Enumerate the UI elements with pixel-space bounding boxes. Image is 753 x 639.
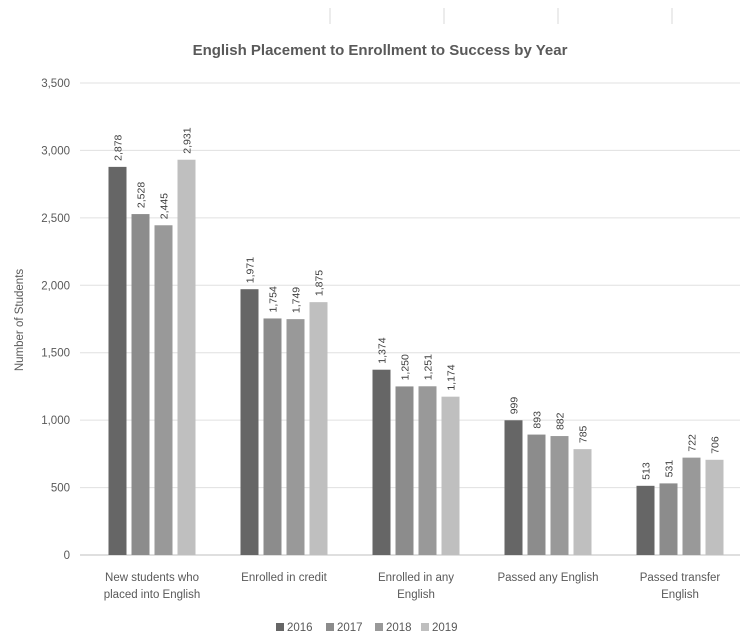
y-tick-label: 500 bbox=[51, 483, 70, 495]
data-label: 2,528 bbox=[136, 182, 148, 208]
data-label: 2,878 bbox=[113, 134, 125, 160]
bar bbox=[636, 485, 655, 555]
data-label: 1,754 bbox=[268, 286, 280, 312]
legend-swatch bbox=[276, 623, 284, 631]
data-label: 1,749 bbox=[291, 287, 303, 313]
top-decoration bbox=[329, 8, 673, 24]
legend-label: 2019 bbox=[432, 622, 458, 634]
data-label: 2,445 bbox=[159, 193, 171, 219]
category-label: placed into English bbox=[104, 589, 201, 601]
legend-swatch bbox=[375, 623, 383, 631]
data-label: 1,374 bbox=[377, 337, 389, 363]
legend-label: 2017 bbox=[337, 622, 363, 634]
legend-swatch bbox=[326, 623, 334, 631]
bar bbox=[550, 436, 569, 555]
category-label: Enrolled in credit bbox=[241, 572, 327, 584]
bar bbox=[705, 459, 724, 555]
category-label: New students who bbox=[105, 572, 199, 584]
data-labels: 2,878 2,528 2,445 2,931 1,971 1,754 1,749 1,875… bbox=[113, 127, 722, 480]
y-axis-title: Number of Students bbox=[14, 269, 26, 372]
category-label: Passed any English bbox=[497, 572, 598, 584]
bar bbox=[372, 369, 391, 555]
data-label: 1,251 bbox=[423, 354, 435, 380]
data-label: 706 bbox=[710, 436, 722, 454]
category-label: English bbox=[397, 589, 435, 601]
y-tick-label: 2,500 bbox=[41, 213, 70, 225]
data-label: 1,174 bbox=[446, 364, 458, 390]
data-label: 785 bbox=[578, 425, 590, 443]
x-axis-categories: New students who placed into English Enrol… bbox=[104, 572, 721, 601]
bar bbox=[177, 159, 196, 556]
legend: 2016 2017 2018 2019 bbox=[276, 622, 458, 634]
data-label: 531 bbox=[664, 460, 676, 478]
legend-swatch bbox=[421, 623, 429, 631]
data-label: 999 bbox=[509, 397, 521, 415]
category-label: Passed transfer bbox=[640, 572, 721, 584]
bar bbox=[240, 289, 259, 555]
category-label: English bbox=[661, 589, 699, 601]
bar bbox=[108, 166, 127, 555]
data-label: 1,971 bbox=[245, 257, 257, 283]
bar bbox=[131, 214, 150, 555]
data-label: 1,250 bbox=[400, 354, 412, 380]
y-axis-ticks: 0 500 1,000 1,500 2,000 2,500 3,000 3,500 bbox=[41, 78, 70, 562]
chart-title: English Placement to Enrollment to Succe… bbox=[193, 42, 568, 59]
data-label: 2,931 bbox=[182, 127, 194, 153]
bar bbox=[154, 225, 173, 555]
data-label: 882 bbox=[555, 412, 567, 430]
y-tick-label: 1,000 bbox=[41, 415, 70, 427]
y-tick-label: 0 bbox=[64, 550, 70, 562]
bars bbox=[108, 159, 724, 556]
bar bbox=[573, 449, 592, 555]
legend-label: 2018 bbox=[386, 622, 412, 634]
category-label: Enrolled in any bbox=[378, 572, 454, 584]
bar bbox=[309, 302, 328, 555]
y-tick-label: 3,000 bbox=[41, 145, 70, 157]
bar bbox=[395, 386, 414, 555]
y-tick-label: 1,500 bbox=[41, 348, 70, 360]
data-label: 893 bbox=[532, 411, 544, 429]
y-tick-label: 3,500 bbox=[41, 78, 70, 90]
bar bbox=[441, 396, 460, 555]
data-label: 1,875 bbox=[314, 270, 326, 296]
data-label: 722 bbox=[687, 434, 699, 452]
legend-label: 2016 bbox=[287, 622, 313, 634]
y-tick-label: 2,000 bbox=[41, 280, 70, 292]
data-label: 513 bbox=[641, 462, 653, 480]
bar bbox=[286, 319, 305, 555]
bar bbox=[659, 483, 678, 555]
bar bbox=[527, 434, 546, 555]
bar bbox=[263, 318, 282, 555]
bar bbox=[504, 420, 523, 555]
bar bbox=[418, 386, 437, 555]
bar bbox=[682, 457, 701, 555]
